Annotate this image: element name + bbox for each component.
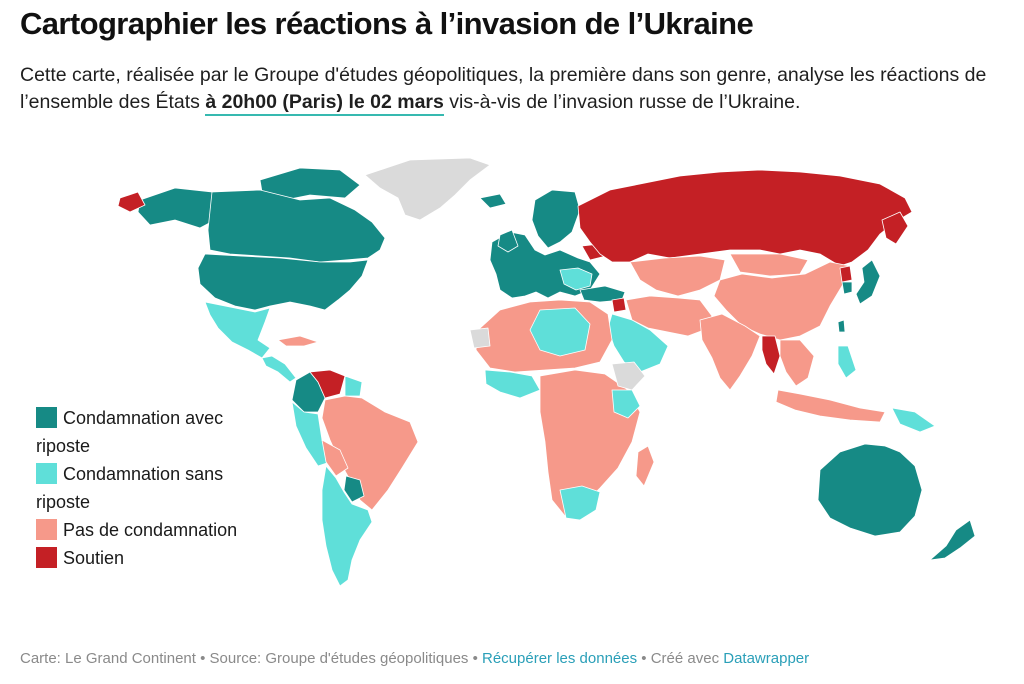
region-alaska[interactable]	[137, 187, 216, 229]
footer-credits: Carte: Le Grand Continent • Source: Grou…	[20, 650, 809, 667]
region-indonesia[interactable]	[775, 389, 886, 423]
region-russia-chukotka[interactable]	[117, 191, 146, 213]
legend-label: Condamnation avec riposte	[36, 408, 224, 456]
region-canada[interactable]	[207, 189, 386, 263]
region-bolivia[interactable]	[321, 439, 349, 477]
region-central-asia[interactable]	[629, 255, 726, 297]
region-new-zealand[interactable]	[929, 519, 976, 561]
region-syria[interactable]	[611, 297, 627, 313]
region-venezuela[interactable]	[309, 369, 346, 399]
region-japan[interactable]	[855, 259, 881, 305]
region-russia-kamchatka[interactable]	[881, 211, 909, 245]
legend-label: Soutien	[63, 548, 125, 568]
map-credit: Carte: Le Grand Continent	[20, 650, 196, 667]
intro-text-end: vis-à-vis de l’invasion russe de l’Ukrai…	[443, 91, 801, 113]
region-guianas[interactable]	[344, 375, 363, 397]
region-iceland[interactable]	[479, 193, 507, 209]
region-australia[interactable]	[817, 443, 923, 537]
region-china[interactable]	[713, 261, 851, 341]
region-india[interactable]	[699, 313, 761, 391]
legend-swatch	[36, 463, 57, 484]
region-north-korea[interactable]	[839, 265, 853, 283]
region-se-asia[interactable]	[779, 339, 815, 387]
legend-item-condamnation-sans-riposte: Condamnation sans riposte	[8, 460, 266, 516]
datawrapper-link[interactable]: Datawrapper	[723, 650, 810, 667]
intro-text-start: Cette carte, réalisée par le Groupe d'ét…	[20, 64, 987, 113]
region-uk-ireland[interactable]	[497, 229, 519, 253]
region-mexico[interactable]	[204, 301, 271, 359]
intro-date-highlight: à 20h00 (Paris) le 02 mars	[205, 91, 444, 116]
region-western-sahara[interactable]	[469, 327, 491, 349]
region-east-africa[interactable]	[611, 389, 641, 419]
region-png[interactable]	[891, 407, 936, 433]
world-map[interactable]	[0, 150, 1024, 600]
footer-separator: •	[637, 650, 651, 667]
region-south-korea[interactable]	[841, 281, 853, 295]
region-greenland[interactable]	[364, 157, 491, 221]
region-sahel-center[interactable]	[529, 307, 591, 357]
legend-label: Pas de condamnation	[63, 520, 238, 540]
region-southern-cone[interactable]	[321, 465, 373, 587]
legend-swatch	[36, 407, 57, 428]
region-west-africa[interactable]	[484, 369, 541, 399]
region-paraguay[interactable]	[343, 475, 365, 503]
region-balkans[interactable]	[559, 267, 593, 291]
legend-item-condamnation-avec-riposte: Condamnation avec riposte	[8, 404, 266, 460]
intro-text: Cette carte, réalisée par le Groupe d'ét…	[20, 62, 1010, 116]
legend-item-pas-de-condamnation: Pas de condamnation	[8, 516, 266, 544]
region-myanmar[interactable]	[761, 335, 781, 375]
download-data-link[interactable]: Récupérer les données	[482, 650, 638, 667]
footer-separator: •	[195, 650, 210, 667]
region-philippines[interactable]	[837, 345, 857, 379]
legend-item-soutien: Soutien	[8, 544, 266, 572]
region-central-america[interactable]	[261, 355, 297, 383]
region-mongolia[interactable]	[729, 253, 809, 277]
source-credit: Source: Groupe d'études géopolitiques	[209, 650, 469, 667]
region-southern-africa[interactable]	[559, 485, 601, 521]
region-taiwan[interactable]	[837, 319, 846, 333]
region-caribbean[interactable]	[277, 335, 319, 347]
region-russia[interactable]	[577, 169, 913, 267]
region-usa[interactable]	[197, 253, 369, 311]
region-ethiopia[interactable]	[611, 361, 646, 391]
legend-swatch	[36, 519, 57, 540]
page-title: Cartographier les réactions à l’invasion…	[20, 6, 754, 41]
footer-separator: •	[468, 650, 482, 667]
created-with-label: Créé avec	[650, 650, 724, 667]
legend-label: Condamnation sans riposte	[36, 464, 224, 512]
legend-swatch	[36, 547, 57, 568]
map-legend: Condamnation avec riposte Condamnation s…	[36, 404, 266, 572]
region-madagascar[interactable]	[635, 445, 655, 487]
region-nordics[interactable]	[531, 189, 581, 249]
